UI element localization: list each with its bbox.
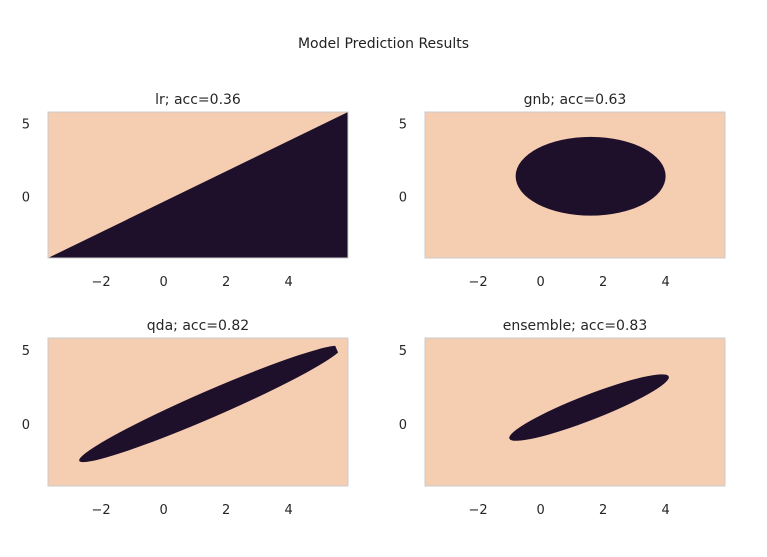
class-1-region (48, 112, 348, 258)
x-tick-label: −2 (92, 503, 111, 518)
y-tick-label: 0 (399, 191, 407, 206)
x-tick-label: 2 (599, 275, 607, 290)
y-tick-label: 0 (399, 418, 407, 433)
x-tick-label: 0 (159, 275, 167, 290)
subplot-3: qda; acc=0.82 −2 0 2 4 0 5 (22, 318, 349, 518)
x-tick-label: 4 (284, 275, 292, 290)
x-tick-label: 0 (536, 503, 544, 518)
subplot-title: qda; acc=0.82 (147, 318, 249, 334)
x-tick-label: 2 (222, 275, 230, 290)
x-tick-label: −2 (469, 275, 488, 290)
subplot-1: lr; acc=0.36 −2 0 2 4 0 5 (22, 92, 349, 290)
subplot-title: gnb; acc=0.63 (524, 92, 627, 108)
x-tick-label: 2 (222, 503, 230, 518)
x-tick-label: 4 (284, 503, 292, 518)
y-tick-label: 0 (22, 418, 30, 433)
y-tick-label: 5 (399, 344, 407, 359)
axes-frame (424, 111, 726, 259)
subplot-title: ensemble; acc=0.83 (503, 318, 647, 334)
subplot-4: ensemble; acc=0.83 −2 0 2 4 0 5 (399, 318, 726, 518)
x-tick-label: 0 (159, 503, 167, 518)
x-tick-label: 0 (536, 275, 544, 290)
class-1-region (509, 374, 669, 441)
y-tick-label: 5 (399, 118, 407, 133)
class-1-region (79, 345, 342, 463)
class-1-region (515, 136, 666, 216)
x-tick-label: −2 (469, 503, 488, 518)
y-tick-label: 0 (22, 191, 30, 206)
y-tick-label: 5 (22, 344, 30, 359)
y-tick-label: 5 (22, 118, 30, 133)
axes-frame (47, 111, 349, 259)
axes-frame (47, 337, 349, 487)
figure-title: Model Prediction Results (297, 36, 470, 52)
x-tick-label: 4 (661, 275, 669, 290)
subplot-2: gnb; acc=0.63 −2 0 2 4 0 5 (399, 92, 726, 290)
axes-frame (424, 337, 726, 487)
x-tick-label: 2 (599, 503, 607, 518)
subplot-title: lr; acc=0.36 (155, 92, 241, 108)
x-tick-label: −2 (92, 275, 111, 290)
x-tick-label: 4 (661, 503, 669, 518)
